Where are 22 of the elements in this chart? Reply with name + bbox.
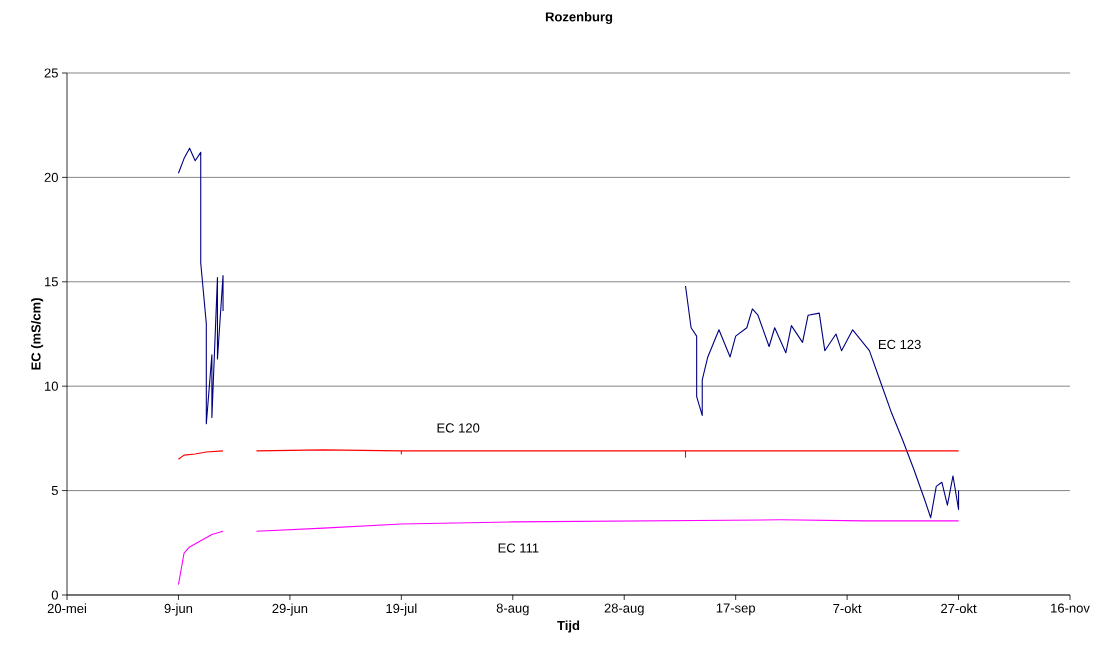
y-tick-label: 5: [51, 486, 58, 496]
x-axis-title: Tijd: [557, 620, 580, 633]
y-tick-label: 15: [45, 277, 58, 287]
x-tick-label: 17-sep: [716, 603, 755, 616]
x-tick-label: 20-mei: [47, 603, 86, 614]
x-tick-label: 9-jun: [164, 603, 193, 616]
series-label: EC 111: [498, 543, 539, 553]
series-label: EC 123: [879, 339, 921, 350]
y-tick-label: 10: [45, 381, 58, 391]
x-tick-label: 8-aug: [496, 603, 529, 616]
x-tick-label: 29-jun: [272, 603, 308, 616]
x-tick-label: 27-okt: [941, 603, 977, 614]
y-tick-label: 20: [44, 172, 58, 182]
y-tick-label: 25: [44, 68, 58, 78]
x-tick-label: 7-okt: [833, 603, 862, 614]
series-label: EC 120: [437, 423, 480, 433]
x-tick-label: 28-aug: [604, 603, 644, 616]
chart-title: Rozenburg: [545, 11, 613, 25]
y-axis-title: EC (mS/cm): [31, 298, 44, 370]
y-tick-label: 0: [51, 590, 58, 600]
x-tick-label: 16-nov: [1051, 603, 1090, 613]
x-tick-label: 19-jul: [386, 603, 417, 616]
